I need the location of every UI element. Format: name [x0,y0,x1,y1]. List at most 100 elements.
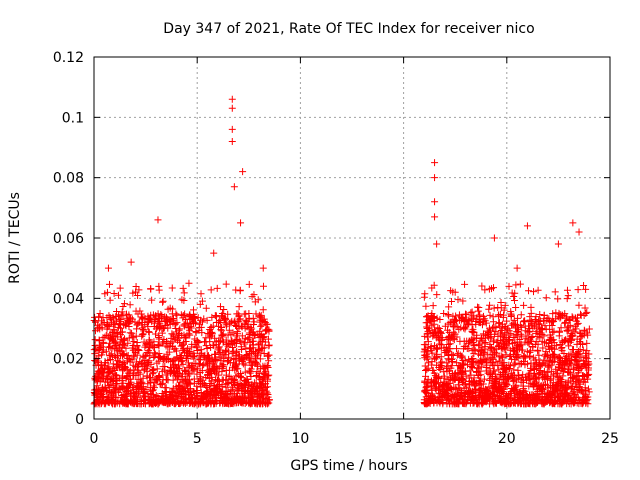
data-point [476,337,484,345]
data-point [443,359,451,367]
data-point [576,380,584,388]
data-point [222,366,230,374]
data-point [474,371,482,379]
data-point [486,400,494,408]
data-point [98,320,106,328]
data-point [186,313,194,321]
data-point [568,313,576,321]
data-point [526,316,534,324]
data-point [561,318,569,326]
data-point [457,313,465,321]
data-point [98,394,106,402]
data-point [522,400,530,408]
data-point [549,370,557,378]
data-point [123,373,131,381]
data-point [208,313,216,321]
data-point [167,369,175,377]
data-point [257,365,265,373]
data-point [108,396,116,404]
data-point [221,314,229,322]
data-point [99,338,107,346]
data-point [241,340,249,348]
data-point [180,345,188,353]
y-tick-label: 0.08 [53,171,84,187]
data-point [477,393,485,401]
data-point [222,340,230,348]
data-point [506,362,514,370]
data-point [218,362,226,370]
data-point [181,320,189,328]
data-point [264,393,272,401]
data-point [249,314,257,322]
data-point [544,389,552,397]
data-point [256,355,264,363]
data-point [563,295,571,303]
data-point [142,396,150,404]
data-point [560,389,568,397]
data-point [225,326,233,334]
data-point [478,358,486,366]
data-point [255,347,263,355]
data-point [478,282,486,290]
data-point [437,353,445,361]
data-point [444,311,452,319]
data-point [178,341,186,349]
data-point [180,321,188,329]
data-point [254,296,262,304]
data-point [557,376,565,384]
data-point [186,348,194,356]
data-point [123,310,131,318]
data-point [420,399,428,407]
data-point [477,371,485,379]
data-point [244,335,252,343]
data-point [247,361,255,369]
data-point [111,339,119,347]
data-point [228,125,236,133]
data-point [458,360,466,368]
data-point [150,344,158,352]
data-point [236,315,244,323]
data-point [92,345,100,353]
data-point [208,377,216,385]
data-point [256,316,264,324]
data-point [195,360,203,368]
data-point [450,330,458,338]
data-point [487,395,495,403]
data-point [125,334,133,342]
data-point [509,377,517,385]
x-tick-label: 5 [193,431,202,447]
data-point [174,365,182,372]
data-point [185,312,193,320]
data-point [433,344,441,352]
data-point [528,320,536,328]
data-point [576,329,584,337]
data-point [564,365,572,373]
data-point [568,374,576,382]
data-point [530,288,538,296]
data-point [245,310,253,318]
data-point [257,399,265,407]
data-point [512,323,520,331]
data-point [196,360,204,368]
data-point [241,321,249,329]
data-point [527,347,535,355]
data-point [561,319,569,327]
data-point [470,345,478,353]
data-point [421,332,429,340]
data-point [512,303,520,311]
data-point [139,374,147,382]
data-point [156,380,164,388]
data-point [232,332,240,340]
data-point [556,400,564,408]
data-point [548,337,556,345]
data-point [158,329,166,337]
data-point [169,384,177,392]
data-point [241,377,249,385]
data-point [204,366,212,374]
data-point [573,384,581,392]
y-axis-label: ROTI / TECUs [7,192,23,284]
data-point [162,371,170,379]
data-point [197,290,205,298]
data-point [197,383,205,391]
